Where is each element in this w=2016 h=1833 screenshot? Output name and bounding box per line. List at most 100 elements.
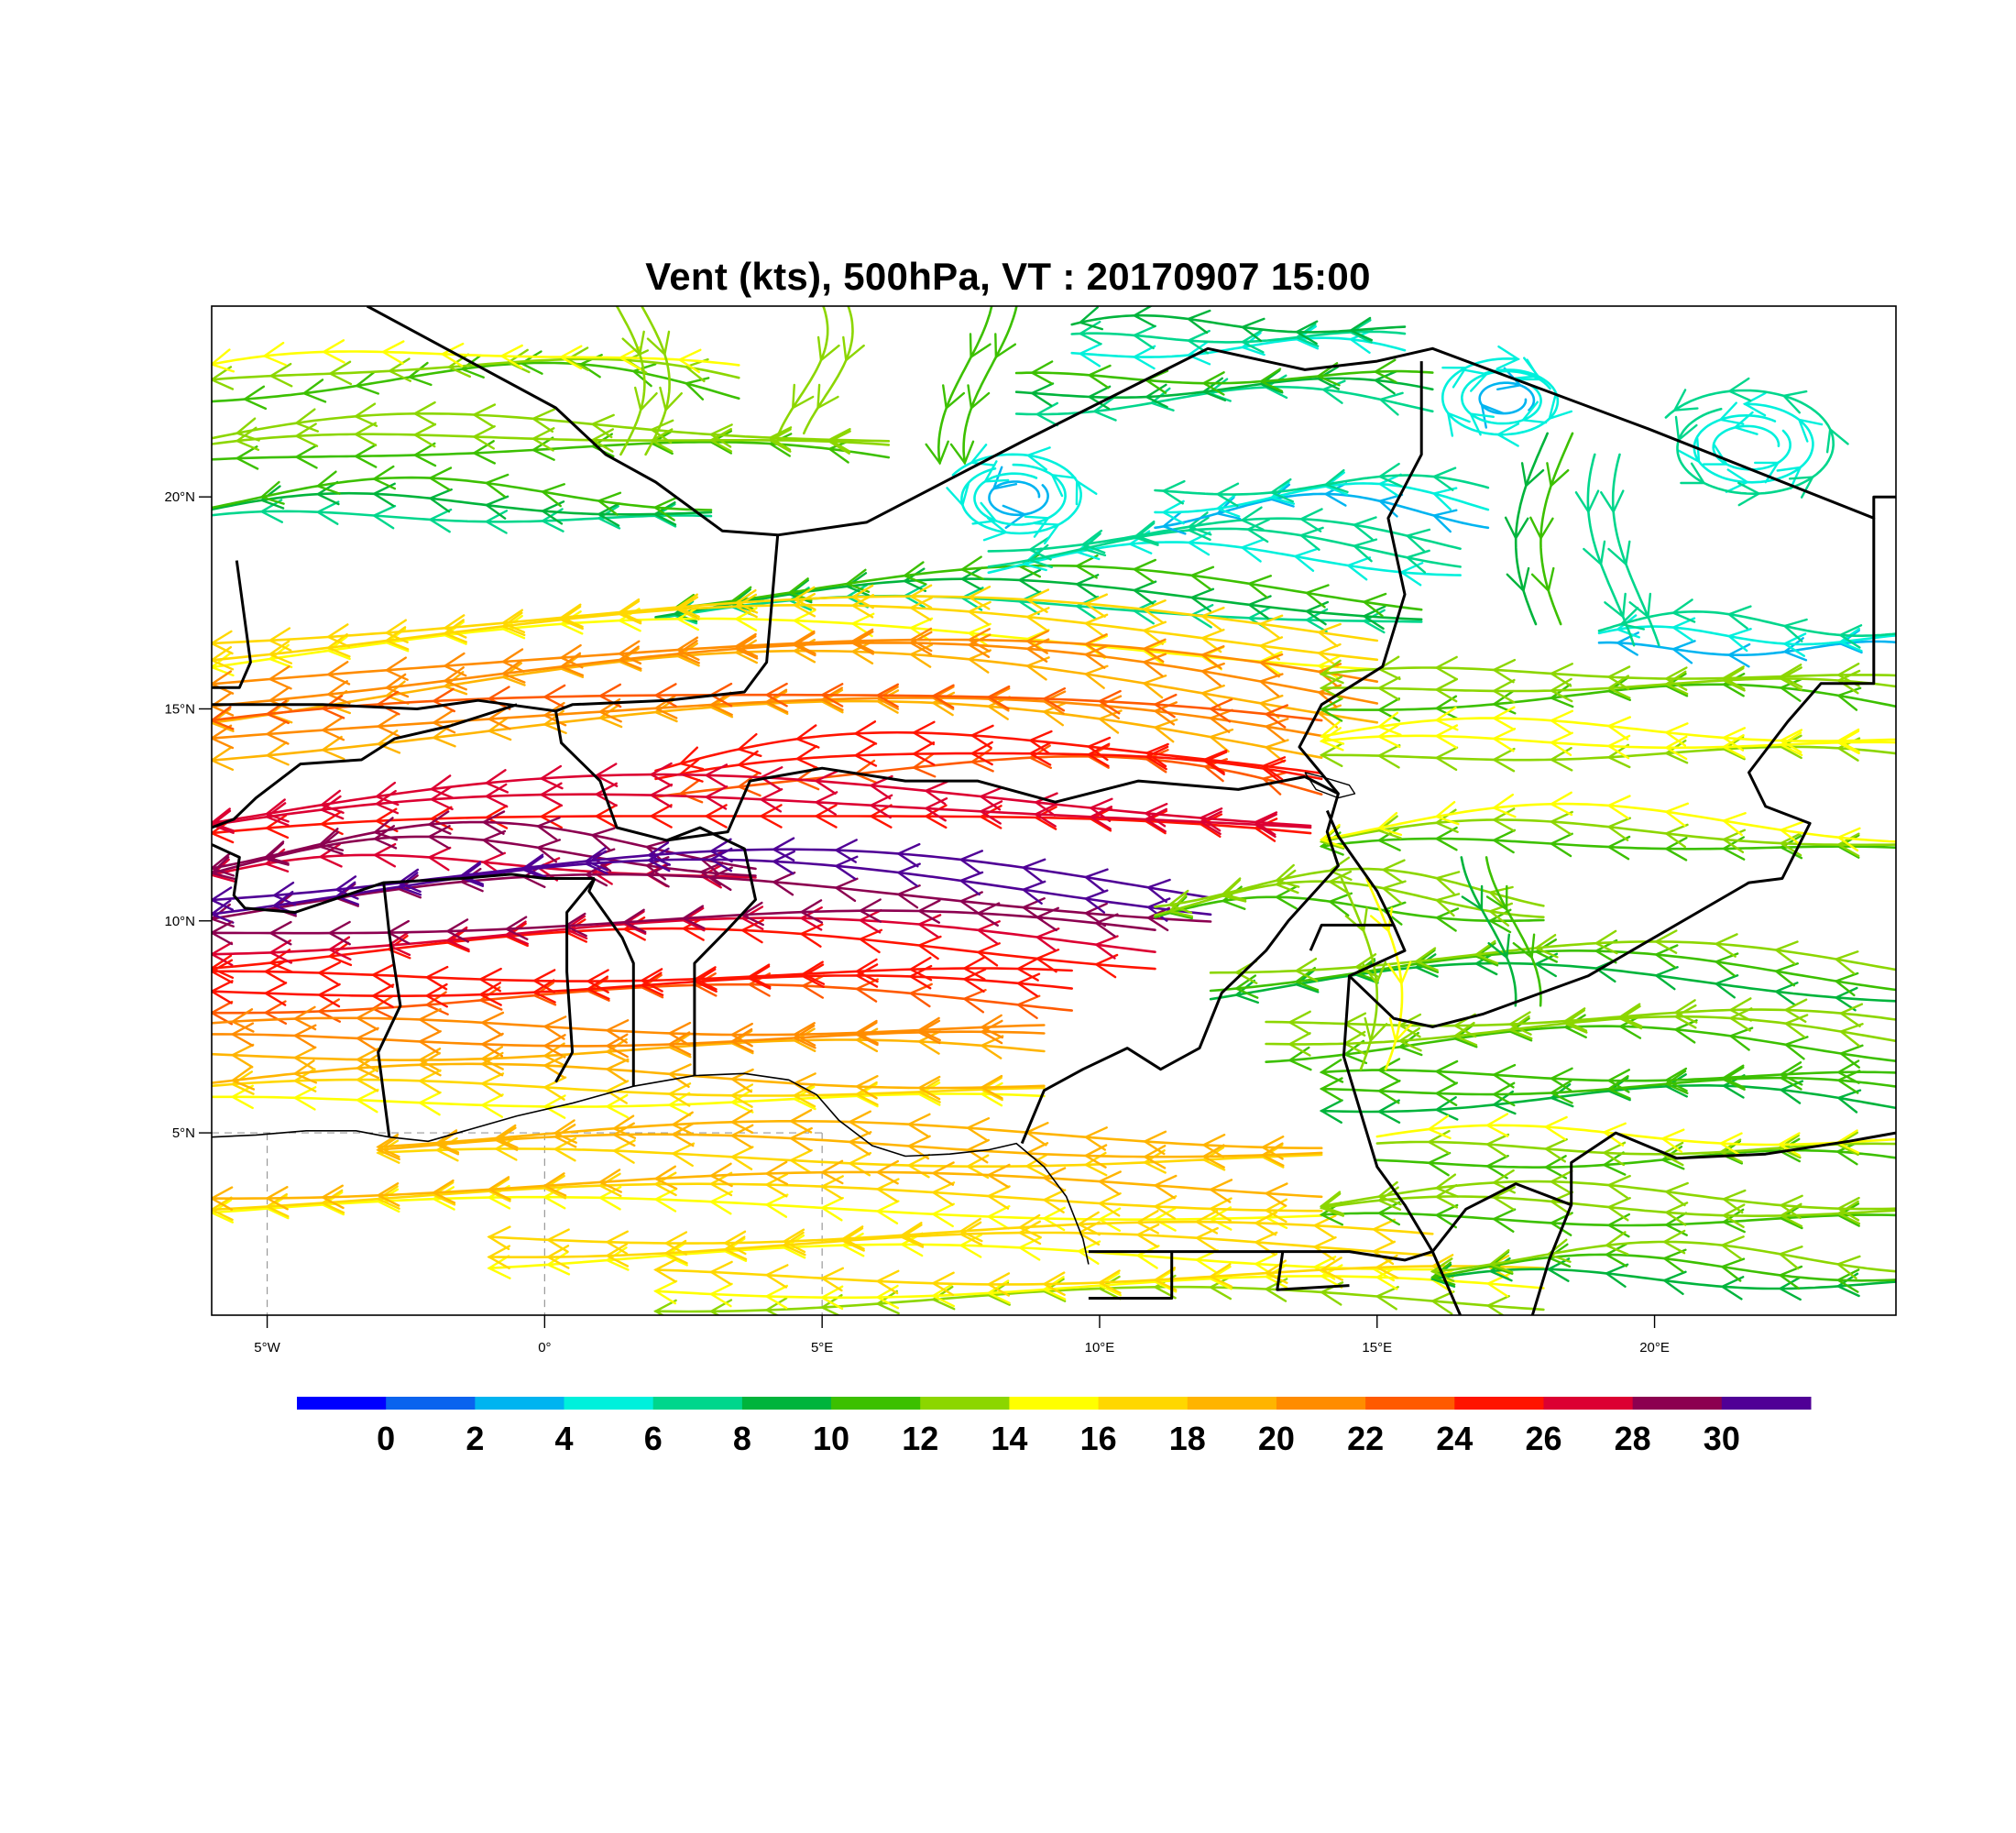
wind-arrow bbox=[1721, 665, 1746, 690]
wind-arrow bbox=[559, 653, 585, 678]
wind-arrow bbox=[611, 1114, 637, 1139]
wind-streamline bbox=[1460, 369, 1551, 425]
wind-arrow bbox=[1485, 1295, 1510, 1315]
wind-arrow bbox=[1594, 929, 1618, 955]
wind-arrow bbox=[212, 858, 236, 883]
colorbar-label: 22 bbox=[1347, 1420, 1384, 1457]
wind-arrow bbox=[428, 508, 453, 533]
wind-arrow bbox=[617, 640, 642, 665]
wind-streamline bbox=[212, 982, 1073, 1015]
wind-arrow bbox=[652, 497, 677, 521]
wind-arrow bbox=[1194, 1249, 1219, 1274]
wind-arrow bbox=[708, 1260, 733, 1286]
wind-arrow bbox=[334, 881, 359, 906]
wind-arrow bbox=[782, 1231, 806, 1257]
wind-arrow bbox=[708, 428, 733, 453]
wind-arrow bbox=[840, 1227, 865, 1252]
wind-arrow bbox=[1672, 1004, 1697, 1029]
wind-arrow bbox=[1672, 999, 1698, 1024]
wind-arrow bbox=[500, 609, 526, 633]
wind-arrow bbox=[1835, 827, 1861, 852]
wind-arrow bbox=[1485, 1133, 1510, 1158]
map-title: Vent (kts), 500hPa, VT : 20170907 15:00 bbox=[645, 255, 1371, 298]
wind-arrow bbox=[264, 802, 290, 827]
wind-arrow bbox=[212, 1186, 234, 1211]
wind-arrow bbox=[1208, 698, 1233, 723]
wind-arrow bbox=[371, 504, 397, 530]
wind-arrow bbox=[384, 628, 410, 653]
wind-arrow bbox=[1426, 1151, 1452, 1177]
wind-arrow bbox=[1520, 462, 1545, 488]
wind-arrow bbox=[1606, 743, 1631, 769]
wind-streamline bbox=[1375, 1148, 1896, 1169]
y-tick-label: 20°N bbox=[164, 489, 195, 505]
wind-arrow bbox=[1378, 391, 1404, 416]
wind-arrow bbox=[792, 630, 816, 655]
wind-arrow bbox=[1319, 824, 1345, 849]
wind-arrow bbox=[1781, 390, 1808, 414]
wind-arrow bbox=[1562, 1009, 1588, 1034]
wind-arrow bbox=[1714, 974, 1739, 999]
wind-arrow bbox=[794, 724, 820, 749]
wind-arrow bbox=[1083, 1144, 1108, 1169]
wind-arrow bbox=[670, 1122, 695, 1147]
wind-arrow bbox=[1533, 934, 1559, 959]
wind-arrow bbox=[621, 330, 645, 357]
wind-arrow bbox=[542, 1034, 566, 1059]
wind-arrow bbox=[1352, 516, 1377, 541]
wind-arrow bbox=[1345, 556, 1372, 581]
wind-arrow bbox=[792, 1027, 816, 1052]
wind-arrow bbox=[768, 426, 793, 451]
wind-arrow bbox=[1080, 529, 1106, 554]
wind-arrow bbox=[1269, 480, 1296, 505]
wind-arrow bbox=[1835, 1202, 1860, 1227]
wind-arrow bbox=[487, 1176, 511, 1201]
wind-arrow bbox=[1405, 549, 1430, 574]
wind-arrow bbox=[1431, 487, 1458, 511]
wind-streamline bbox=[654, 577, 1423, 621]
wind-arrow bbox=[1153, 1268, 1178, 1293]
wind-arrow bbox=[1376, 744, 1401, 769]
wind-arrow bbox=[376, 1185, 400, 1210]
wind-streamline bbox=[212, 476, 713, 511]
wind-arrow bbox=[1027, 730, 1053, 755]
country-border bbox=[212, 560, 252, 689]
wind-arrow bbox=[850, 631, 874, 655]
wind-arrow bbox=[1258, 369, 1284, 394]
wind-arrow bbox=[764, 1172, 789, 1198]
wind-arrow bbox=[819, 1294, 843, 1315]
wind-arrow bbox=[1240, 506, 1265, 531]
wind-arrow bbox=[1029, 360, 1054, 385]
wind-streamline bbox=[1664, 389, 1835, 496]
wind-arrow bbox=[925, 440, 949, 466]
wind-arrow bbox=[1549, 1191, 1574, 1216]
wind-arrow bbox=[1135, 1224, 1160, 1248]
wind-arrow bbox=[875, 683, 899, 708]
wind-arrow bbox=[1773, 982, 1799, 1006]
country-border bbox=[587, 877, 635, 1087]
wind-arrow bbox=[259, 480, 285, 505]
wind-arrow bbox=[212, 1199, 234, 1224]
wind-arrow bbox=[325, 633, 351, 658]
wind-arrow bbox=[1034, 521, 1061, 545]
wind-arrow bbox=[1434, 695, 1459, 720]
wind-arrow bbox=[1779, 1204, 1803, 1230]
wind-arrow bbox=[681, 905, 706, 929]
country-border bbox=[366, 306, 1896, 537]
wind-arrow bbox=[264, 798, 290, 823]
wind-arrow bbox=[764, 1193, 789, 1218]
wind-arrow bbox=[1381, 901, 1407, 926]
wind-arrow bbox=[764, 1297, 788, 1315]
wind-arrow bbox=[477, 986, 503, 1011]
wind-arrow bbox=[1083, 644, 1109, 669]
wind-arrow bbox=[1434, 746, 1459, 772]
wind-arrow bbox=[1287, 1032, 1311, 1057]
wind-arrow bbox=[833, 839, 858, 863]
wind-arrow bbox=[384, 619, 409, 643]
colorbar-swatch bbox=[652, 1397, 743, 1410]
wind-arrow bbox=[959, 566, 983, 591]
wind-arrow bbox=[649, 804, 673, 829]
colorbar-label: 0 bbox=[377, 1420, 395, 1457]
map-borders bbox=[212, 306, 1896, 1315]
wind-arrow bbox=[1604, 1243, 1628, 1268]
